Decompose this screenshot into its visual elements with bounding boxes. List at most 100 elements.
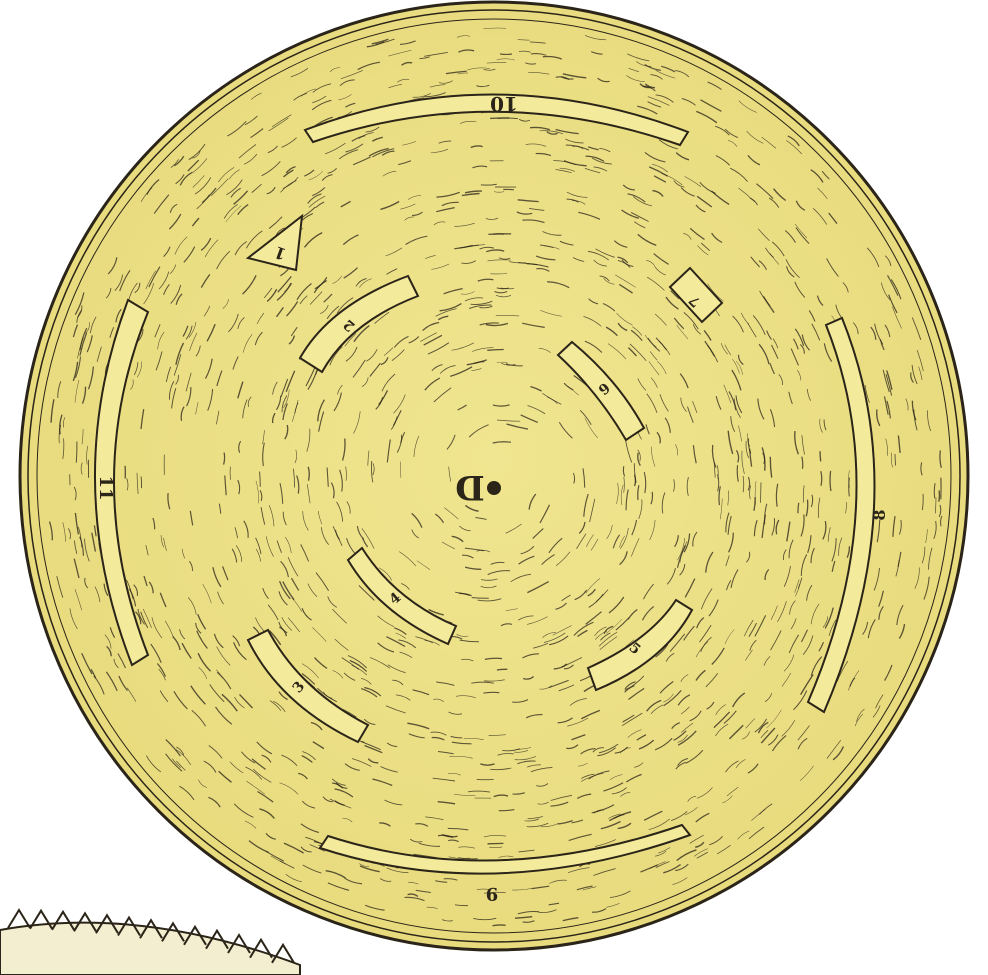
- texture-stroke: [562, 917, 579, 922]
- texture-stroke: [766, 709, 782, 729]
- texture-stroke: [831, 538, 837, 562]
- texture-stroke: [572, 257, 585, 262]
- texture-stroke: [330, 67, 341, 72]
- texture-stroke: [620, 484, 624, 505]
- texture-stroke: [636, 61, 652, 67]
- texture-stroke: [741, 731, 750, 740]
- texture-stroke: [933, 520, 937, 539]
- texture-stroke: [611, 787, 627, 795]
- texture-stroke: [823, 343, 833, 362]
- texture-stroke: [655, 643, 669, 658]
- texture-stroke: [655, 94, 674, 103]
- texture-stroke: [848, 477, 850, 497]
- texture-stroke: [727, 490, 730, 506]
- texture-stroke: [476, 888, 491, 891]
- texture-stroke: [542, 231, 562, 236]
- texture-stroke: [458, 244, 480, 249]
- texture-stroke: [307, 583, 318, 598]
- texture-stroke: [198, 779, 208, 788]
- texture-stroke: [878, 590, 884, 607]
- texture-stroke: [420, 332, 437, 342]
- texture-stroke: [716, 844, 731, 855]
- texture-stroke: [707, 81, 722, 90]
- texture-stroke: [117, 653, 126, 669]
- texture-stroke: [845, 501, 847, 514]
- texture-stroke: [692, 400, 698, 414]
- texture-stroke: [927, 410, 931, 432]
- texture-stroke: [408, 881, 419, 885]
- texture-stroke: [253, 768, 272, 783]
- texture-stroke: [609, 774, 623, 781]
- texture-stroke: [794, 281, 806, 298]
- texture-stroke: [483, 834, 507, 838]
- texture-stroke: [680, 706, 690, 715]
- texture-stroke: [447, 827, 469, 831]
- texture-stroke: [769, 363, 775, 375]
- texture-stroke: [493, 233, 504, 235]
- texture-stroke: [606, 903, 620, 908]
- texture-stroke: [148, 581, 154, 594]
- texture-stroke: [140, 611, 149, 629]
- texture-stroke: [768, 734, 779, 746]
- texture-stroke: [379, 878, 392, 882]
- texture-stroke: [48, 521, 53, 541]
- texture-stroke: [842, 282, 849, 293]
- texture-stroke: [401, 61, 413, 66]
- texture-stroke: [711, 444, 717, 468]
- texture-stroke: [684, 578, 696, 598]
- texture-stroke: [407, 195, 422, 200]
- texture-stroke: [558, 684, 575, 692]
- texture-stroke: [79, 332, 88, 356]
- texture-stroke: [398, 160, 412, 166]
- texture-stroke: [898, 623, 906, 639]
- texture-stroke: [732, 358, 740, 374]
- texture-stroke: [887, 275, 899, 296]
- texture-stroke: [694, 848, 708, 857]
- texture-stroke: [617, 822, 632, 830]
- texture-stroke: [715, 155, 731, 166]
- texture-stroke: [192, 158, 208, 174]
- texture-stroke: [598, 743, 619, 754]
- texture-stroke: [332, 526, 343, 546]
- texture-stroke: [664, 417, 671, 433]
- texture-stroke: [493, 794, 509, 798]
- texture-stroke: [517, 760, 536, 765]
- texture-stroke: [773, 188, 787, 202]
- texture-stroke: [393, 335, 409, 348]
- texture-stroke: [164, 620, 174, 638]
- texture-stroke: [345, 143, 364, 153]
- texture-stroke: [527, 616, 548, 625]
- texture-stroke: [441, 541, 456, 550]
- texture-stroke: [282, 403, 288, 421]
- texture-stroke: [94, 586, 101, 603]
- texture-stroke: [218, 167, 235, 183]
- texture-stroke: [142, 608, 152, 629]
- texture-stroke: [381, 373, 396, 392]
- slot-window-7: [668, 266, 724, 324]
- texture-stroke: [592, 747, 605, 753]
- texture-stroke: [745, 440, 749, 459]
- texture-stroke: [758, 343, 770, 365]
- texture-stroke: [738, 100, 758, 113]
- texture-stroke: [680, 397, 687, 412]
- texture-stroke: [800, 554, 808, 576]
- texture-stroke: [783, 566, 791, 587]
- texture-stroke: [412, 211, 423, 216]
- texture-stroke: [724, 128, 739, 139]
- texture-stroke: [876, 409, 881, 427]
- texture-stroke: [754, 615, 767, 637]
- texture-stroke: [624, 681, 636, 690]
- texture-stroke: [372, 463, 375, 476]
- texture-stroke: [811, 323, 821, 341]
- texture-stroke: [706, 701, 715, 710]
- texture-stroke: [377, 642, 395, 653]
- texture-stroke: [548, 679, 569, 689]
- texture-stroke: [386, 742, 398, 748]
- texture-stroke: [154, 324, 161, 338]
- texture-stroke: [424, 255, 436, 259]
- texture-stroke: [525, 143, 547, 147]
- texture-stroke: [588, 770, 610, 780]
- texture-stroke: [221, 693, 238, 712]
- texture-stroke: [386, 636, 406, 648]
- texture-stroke: [800, 674, 814, 695]
